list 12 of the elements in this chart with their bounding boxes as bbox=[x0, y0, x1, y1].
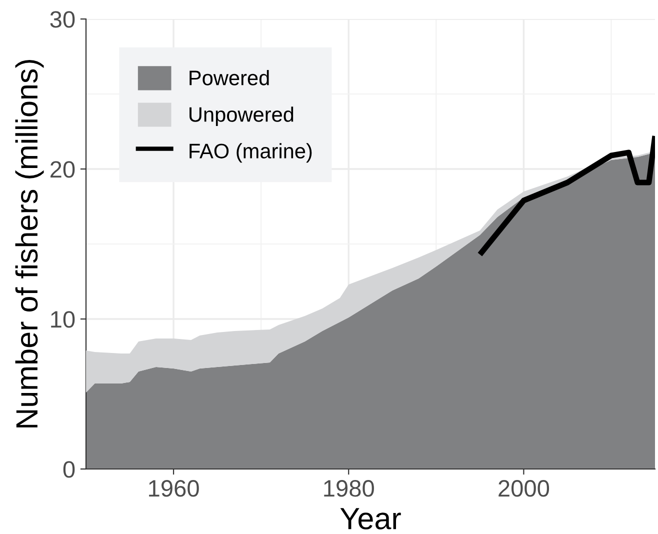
x-axis-title: Year bbox=[340, 508, 401, 530]
x-tick-label: 1980 bbox=[324, 480, 374, 497]
x-tick-label: 2000 bbox=[498, 480, 550, 497]
x-tick-label: 1960 bbox=[149, 480, 199, 497]
legend-label: Unpowered bbox=[190, 106, 294, 126]
y-tick-label: 10 bbox=[51, 311, 75, 328]
y-tick-label: 20 bbox=[50, 161, 75, 178]
y-axis-title: Number of fishers (millions) bbox=[15, 60, 44, 428]
legend-label: Powered bbox=[190, 70, 269, 86]
y-tick-label: 0 bbox=[63, 461, 75, 478]
y-tick-label: 30 bbox=[50, 11, 75, 28]
legend-label: FAO (marine) bbox=[190, 143, 312, 163]
